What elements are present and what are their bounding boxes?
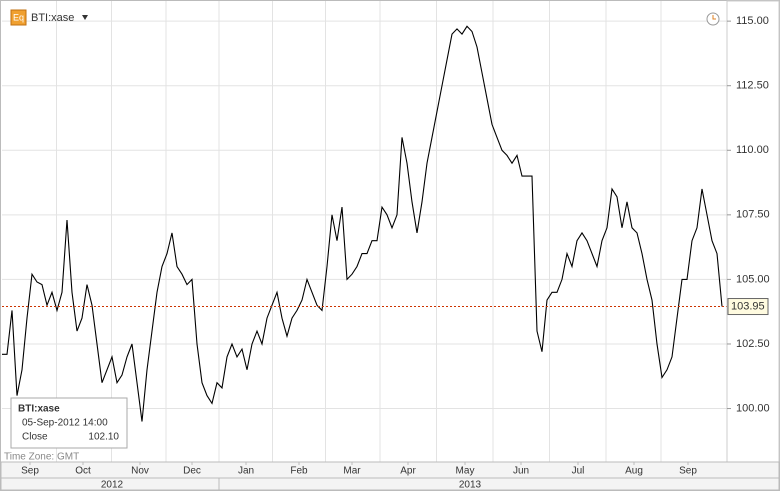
x-tick-label: Oct — [75, 466, 91, 477]
last-price-tag — [727, 298, 769, 316]
x-tick-label: Apr — [400, 466, 416, 477]
tooltip-title: BTI:xase — [18, 404, 60, 415]
y-tick-label: 115.00 — [736, 15, 769, 27]
symbol-selector[interactable]: BTI:xase — [31, 12, 74, 24]
y-tick-label: 100.00 — [736, 402, 770, 414]
x-tick-label: Jun — [513, 466, 529, 477]
tooltip: BTI:xase 05-Sep-2012 14:00 Close 102.10 — [10, 397, 128, 449]
dropdown-arrow[interactable] — [82, 15, 88, 20]
price-line — [2, 25, 723, 422]
timezone: Time Zone: GMT — [4, 452, 79, 463]
tooltip-box — [10, 397, 128, 449]
y-tick-label: 107.50 — [736, 209, 770, 221]
x-tick-label: Sep — [679, 466, 697, 477]
plot — [2, 25, 727, 422]
y-tick-label: 102.50 — [736, 338, 770, 350]
tooltip-label: Close — [22, 432, 48, 443]
x-axis-area — [0, 461, 780, 491]
tooltip-date: 05-Sep-2012 14:00 — [22, 418, 108, 429]
x-tick-label: Feb — [290, 466, 308, 477]
x-tick-label: Sep — [21, 466, 39, 477]
y-tick-label: 110.00 — [736, 144, 769, 156]
grid — [2, 1, 727, 478]
x-tick-label: May — [456, 466, 475, 477]
year-label: 2012 — [101, 480, 124, 491]
y-tick-label: 112.50 — [736, 80, 769, 92]
x-tick-label: Aug — [625, 466, 643, 477]
equity-icon[interactable] — [10, 9, 27, 26]
x-tick-label: Mar — [343, 466, 361, 477]
equity-icon-label: Eq — [13, 12, 24, 22]
clock-hands — [712, 15, 716, 20]
last-price-label: 103.95 — [731, 300, 765, 312]
x-tick-label: Nov — [131, 466, 149, 477]
year-label: 2013 — [459, 480, 482, 491]
x-tick-label: Dec — [183, 466, 201, 477]
y-tick-label: 105.00 — [736, 273, 770, 285]
x-tick-label: Jan — [238, 466, 254, 477]
x-tick-label: Jul — [572, 466, 585, 477]
tooltip-value: 102.10 — [88, 432, 119, 443]
